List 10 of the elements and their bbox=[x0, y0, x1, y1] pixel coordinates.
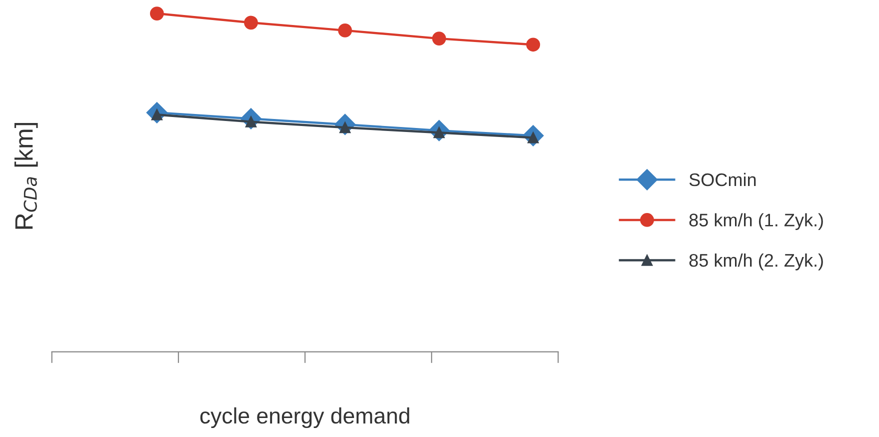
point bbox=[338, 24, 352, 38]
point bbox=[244, 16, 258, 30]
x-axis-title: cycle energy demand bbox=[200, 407, 410, 428]
legend-label: 85 km/h (2. Zyk.) bbox=[689, 254, 823, 270]
legend-label: 85 km/h (1. Zyk.) bbox=[689, 213, 823, 230]
point bbox=[526, 38, 540, 52]
y-axis-title: R$_{CDa}$ [km] bbox=[14, 122, 38, 229]
legend-label: SOCmin bbox=[689, 172, 756, 186]
point bbox=[150, 6, 164, 20]
point bbox=[432, 32, 446, 46]
